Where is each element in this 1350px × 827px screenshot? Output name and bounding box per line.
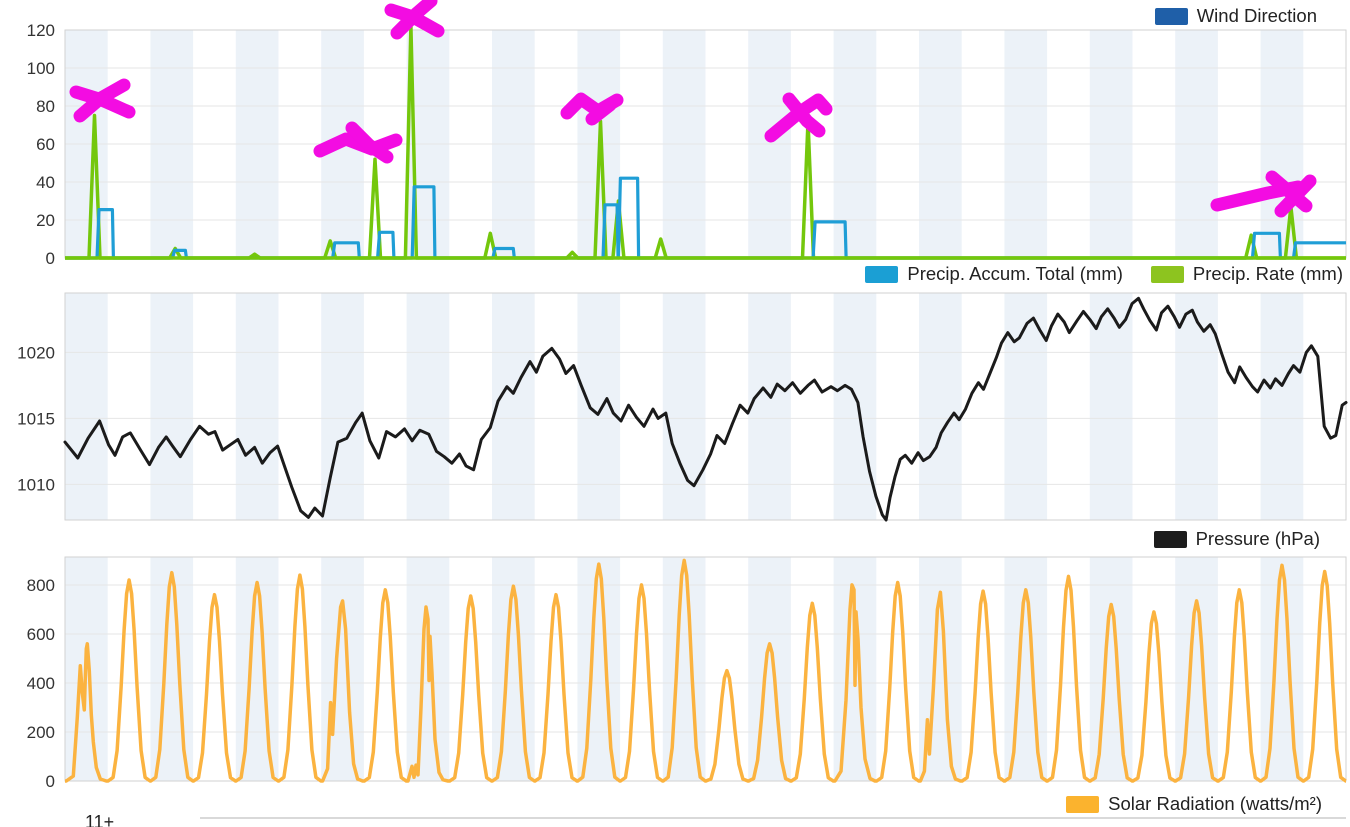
legend-item-precip-rate[interactable]: Precip. Rate (mm) [1150,263,1343,285]
legend-item-wind-direction[interactable]: Wind Direction [1154,5,1317,27]
precipitation-legend: Precip. Accum. Total (mm) Precip. Rate (… [865,263,1343,285]
y-tick-label: 1015 [17,409,55,428]
day-band [1089,293,1133,520]
pressure-line [63,296,1348,522]
day-band [1175,293,1218,520]
y-tick-label: 120 [27,21,55,40]
y-tick-label: 1020 [17,343,55,362]
y-tick-label: 40 [36,173,55,192]
legend-item-solar-radiation[interactable]: Solar Radiation (watts/m²) [1066,793,1322,815]
day-band [833,293,877,520]
plot-border [64,292,1347,521]
day-band [662,293,706,520]
solar-radiation-line [64,558,1348,783]
pressure-swatch [1153,530,1187,548]
wind-direction-label: Wind Direction [1196,5,1317,26]
day-band [150,293,194,520]
legend-item-precip-accum[interactable]: Precip. Accum. Total (mm) [865,263,1123,285]
pressure-label: Pressure (hPa) [1195,528,1320,549]
solar-radiation-legend: Solar Radiation (watts/m²) [1066,793,1322,815]
y-tick-label: 1010 [17,475,55,494]
day-band [1089,557,1133,781]
uv-axis-tick-label: 11+ [85,812,115,827]
y-tick-label: 60 [36,135,55,154]
uv-chart-top-border [200,817,1346,819]
day-band [577,293,621,520]
day-band [235,557,279,781]
day-band [1260,293,1304,520]
y-tick-label: 400 [27,674,55,693]
day-band [492,293,535,520]
day-band [662,557,706,781]
day-band [1260,557,1304,781]
y-tick-label: 20 [36,211,55,230]
day-band [235,293,279,520]
precip-accum-label: Precip. Accum. Total (mm) [907,263,1123,284]
y-tick-label: 800 [27,576,55,595]
legend-item-pressure[interactable]: Pressure (hPa) [1153,528,1320,550]
day-band [577,557,621,781]
y-tick-label: 0 [46,249,55,268]
wind-direction-legend: Wind Direction [1154,5,1317,27]
y-tick-label: 0 [46,772,55,791]
day-band [748,557,791,781]
day-band [406,293,450,520]
y-tick-label: 600 [27,625,55,644]
y-tick-label: 200 [27,723,55,742]
precip-rate-label: Precip. Rate (mm) [1192,263,1343,284]
day-band [150,557,194,781]
pressure-legend: Pressure (hPa) [1153,528,1320,550]
day-band [65,293,108,520]
wind-direction-swatch [1154,7,1188,25]
y-tick-label: 80 [36,97,55,116]
precip-accum-swatch [865,265,899,283]
day-band [919,293,962,520]
precipitation-chart: 0 20 40 60 80 100 120 [27,21,1347,268]
precip-rate-swatch [1150,265,1184,283]
solar-radiation-chart: 0 200 400 600 800 [27,556,1348,791]
solar-radiation-label: Solar Radiation (watts/m²) [1108,793,1322,814]
y-tick-label: 100 [27,59,55,78]
day-band [748,293,791,520]
day-band [1175,557,1218,781]
pressure-chart: 1010 1015 1020 [17,292,1348,522]
solar-radiation-swatch [1066,795,1100,813]
precip-accum-line [65,176,1346,260]
